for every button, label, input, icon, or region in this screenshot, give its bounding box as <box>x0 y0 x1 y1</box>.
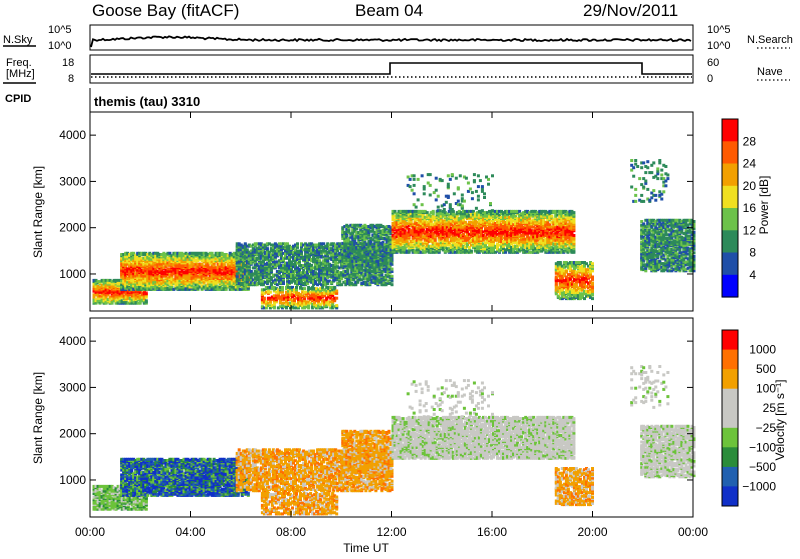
freq-unit: [MHz] <box>6 68 35 80</box>
cpid-program: themis (tau) 3310 <box>94 94 200 109</box>
heatmap-cell <box>335 304 338 307</box>
nave-tick-top: 60 <box>707 57 719 69</box>
heatmap-cell <box>145 299 148 302</box>
heatmap-cell <box>281 286 284 289</box>
heatmap-cell <box>263 297 266 300</box>
heatmap-cell <box>390 254 393 257</box>
nsearch-bottom-tick: 10^0 <box>707 40 731 52</box>
nsky-series <box>91 36 691 47</box>
heatmap-cell <box>390 262 393 265</box>
nave-label: Nave <box>757 66 783 78</box>
heatmap-cell <box>335 297 338 300</box>
heatmap-cell <box>333 286 336 289</box>
nsky-top-tick: 10^5 <box>48 24 72 36</box>
heatmap-cell <box>295 286 298 289</box>
nsky-label: N.Sky <box>3 34 33 46</box>
heatmap-cell <box>303 287 306 290</box>
freq-panel <box>90 55 693 83</box>
heatmap-cell <box>296 242 299 245</box>
nave-tick-bottom: 0 <box>707 73 713 85</box>
cpid-label: CPID <box>5 93 31 105</box>
freq-tick-top: 18 <box>62 57 74 69</box>
nsearch-label: N.Search <box>747 34 793 46</box>
heatmap-cell <box>266 247 269 250</box>
heatmap-cell <box>145 292 148 295</box>
beam-title: Beam 04 <box>355 1 423 20</box>
freq-series <box>91 63 692 74</box>
station-title: Goose Bay (fitACF) <box>92 1 239 20</box>
freq-tick-bottom: 8 <box>68 73 74 85</box>
heatmap-cell <box>335 290 338 293</box>
power-heatmap-cells <box>93 159 696 309</box>
heatmap-cell <box>391 275 394 278</box>
heatmap-cell <box>391 268 394 271</box>
nsky-bottom-tick: 10^0 <box>48 40 72 52</box>
heatmap-cell <box>391 283 394 286</box>
date-title: 29/Nov/2011 <box>583 1 678 20</box>
nsearch-top-tick: 10^5 <box>707 24 731 36</box>
heatmap-cell <box>269 291 272 294</box>
